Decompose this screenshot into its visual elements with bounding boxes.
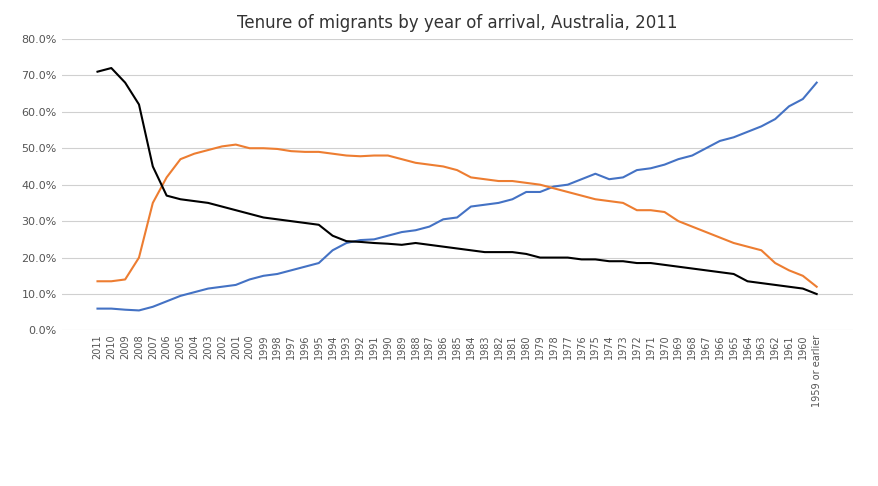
Renting xyxy=(92,69,103,74)
Renting xyxy=(106,65,117,71)
Renting xyxy=(562,255,572,260)
Renting xyxy=(521,251,531,257)
Mortgage xyxy=(810,284,821,290)
Mortgage xyxy=(230,141,241,147)
Full home ownership xyxy=(133,308,144,313)
Renting xyxy=(810,291,821,297)
Full home ownership xyxy=(658,162,669,168)
Renting xyxy=(741,278,752,284)
Renting xyxy=(299,220,310,226)
Line: Full home ownership: Full home ownership xyxy=(97,83,816,311)
Mortgage xyxy=(521,180,531,186)
Line: Renting: Renting xyxy=(97,68,816,294)
Mortgage xyxy=(534,182,544,188)
Full home ownership xyxy=(92,306,103,312)
Renting xyxy=(534,255,544,260)
Full home ownership xyxy=(521,189,531,195)
Mortgage xyxy=(92,278,103,284)
Renting xyxy=(658,262,669,268)
Full home ownership xyxy=(562,182,572,188)
Mortgage xyxy=(658,209,669,215)
Mortgage xyxy=(741,244,752,250)
Full home ownership xyxy=(741,129,752,135)
Line: Mortgage: Mortgage xyxy=(97,144,816,287)
Full home ownership xyxy=(299,264,310,270)
Full home ownership xyxy=(534,189,544,195)
Title: Tenure of migrants by year of arrival, Australia, 2011: Tenure of migrants by year of arrival, A… xyxy=(236,14,677,32)
Mortgage xyxy=(299,149,310,155)
Mortgage xyxy=(562,189,572,195)
Full home ownership xyxy=(810,80,821,86)
